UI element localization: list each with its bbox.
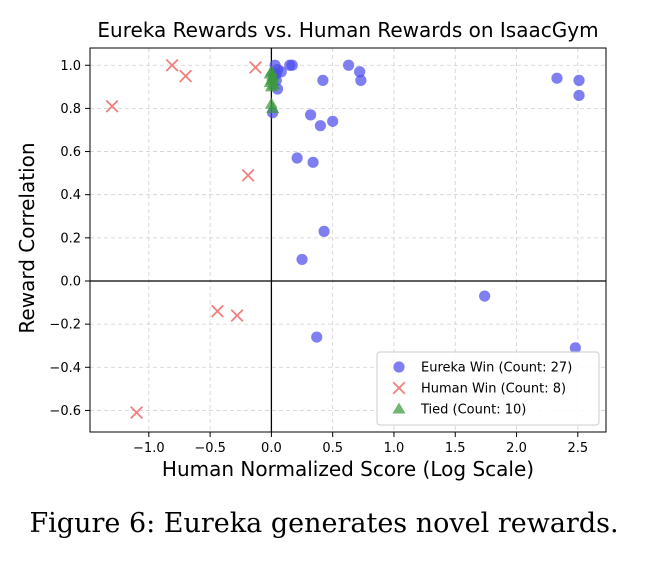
- human-win-point: [241, 168, 255, 182]
- human-win-point: [179, 69, 193, 83]
- x-axis-ticks: −1.0 −0.5 0.0 0.5 1.0 1.5 2.0 2.5: [133, 432, 588, 456]
- human-win-point: [249, 60, 262, 74]
- eureka-win-point: [573, 74, 585, 86]
- y-tick-label: −0.4: [49, 361, 81, 376]
- legend-box: [376, 351, 600, 426]
- tied-point: [266, 101, 280, 113]
- eureka-win-point: [305, 109, 317, 121]
- legend-label: Human Win (Count: 8): [421, 382, 566, 397]
- human-win-point: [211, 304, 224, 318]
- legend: Eureka Win (Count: 27) Human Win (Count: …: [376, 351, 600, 426]
- data-points: [105, 58, 585, 420]
- x-tick-label: −1.0: [133, 441, 165, 456]
- human-win-point: [230, 309, 244, 322]
- y-tick-label: 1.0: [60, 59, 81, 74]
- x-tick-label: −0.5: [194, 441, 226, 456]
- figure-caption: Figure 6: Eureka generates novel rewards…: [29, 508, 619, 539]
- eureka-win-point: [286, 59, 298, 71]
- eureka-win-point: [551, 72, 563, 84]
- eureka-win-point: [327, 115, 339, 127]
- eureka-win-point: [291, 152, 303, 164]
- y-tick-label: −0.6: [49, 404, 81, 419]
- human-win-point: [130, 406, 144, 420]
- eureka-win-point: [311, 331, 323, 343]
- y-axis-label: Reward Correlation: [15, 142, 39, 333]
- eureka-win-point: [307, 156, 319, 168]
- eureka-win-point: [317, 74, 329, 86]
- y-tick-label: 0.4: [60, 188, 81, 203]
- eureka-win-point: [569, 342, 581, 354]
- eureka-win-point: [343, 59, 355, 71]
- x-tick-label: 2.5: [567, 441, 588, 456]
- x-axis-label: Human Normalized Score (Log Scale): [162, 457, 534, 481]
- y-axis-ticks: −0.6 −0.4 −0.2 0.0 0.2 0.4 0.6 0.8 1.0: [49, 59, 90, 419]
- plot-frame: [89, 47, 607, 433]
- eureka-win-point: [296, 253, 308, 266]
- eureka-win-point: [318, 225, 330, 237]
- grid-lines: [90, 48, 606, 432]
- eureka-win-point: [479, 290, 491, 302]
- chart-title: Eureka Rewards vs. Human Rewards on Isaa…: [97, 18, 598, 42]
- human-win-point: [165, 58, 179, 72]
- legend-marker: [393, 361, 405, 373]
- y-tick-label: 0.0: [60, 274, 81, 289]
- scatter-chart: Eureka Rewards vs. Human Rewards on Isaa…: [15, 18, 607, 481]
- eureka-win-point: [355, 74, 367, 86]
- x-tick-label: 0.5: [322, 441, 343, 456]
- x-tick-label: 1.0: [384, 441, 405, 456]
- tied-point: [263, 76, 277, 88]
- legend-label: Tied (Count: 10): [420, 403, 526, 418]
- y-tick-label: 0.2: [60, 231, 81, 246]
- human-win-point: [105, 99, 119, 113]
- y-tick-label: 0.6: [60, 145, 81, 160]
- eureka-win-point: [573, 89, 585, 102]
- eureka-win-point: [275, 66, 287, 78]
- legend-marker: [392, 402, 406, 414]
- eureka-win-point: [314, 120, 327, 132]
- eureka-win-point: [354, 66, 366, 78]
- x-tick-label: 0.0: [261, 441, 282, 456]
- y-tick-label: −0.2: [49, 318, 81, 333]
- legend-marker: [392, 381, 406, 395]
- legend-label: Eureka Win (Count: 27): [421, 361, 572, 376]
- x-tick-label: 2.0: [506, 441, 527, 456]
- x-tick-label: 1.5: [445, 441, 466, 456]
- y-tick-label: 0.8: [60, 102, 81, 117]
